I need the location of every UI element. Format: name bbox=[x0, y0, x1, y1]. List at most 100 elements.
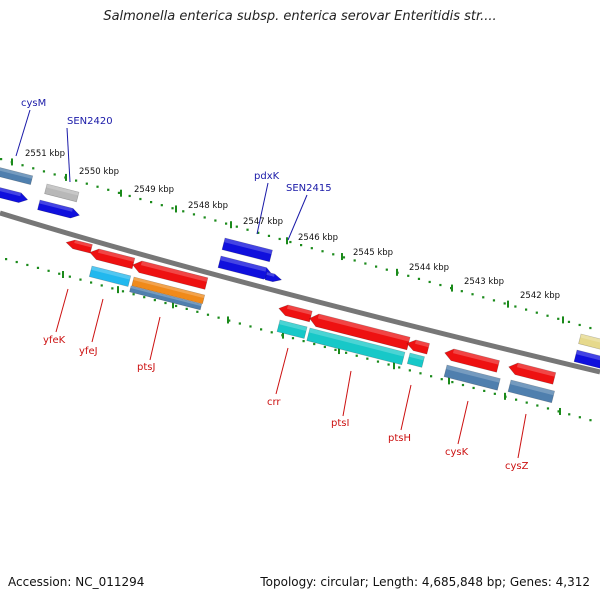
leader-SEN2415 bbox=[287, 194, 308, 241]
gene-blue-4-highlight bbox=[266, 272, 275, 277]
gene-ptsH-cyan-highlight bbox=[409, 353, 425, 361]
track-dot bbox=[334, 348, 337, 351]
track-dot bbox=[289, 240, 292, 244]
track-dot bbox=[5, 258, 8, 261]
track-dot bbox=[568, 413, 571, 416]
track-dot bbox=[249, 325, 252, 328]
track-dot bbox=[385, 268, 388, 271]
gene-cysM-blue-highlight bbox=[0, 167, 33, 179]
gene-label-cysM[interactable]: cysM bbox=[21, 98, 46, 109]
track-dot bbox=[471, 293, 474, 296]
leader-SEN2420 bbox=[66, 127, 71, 183]
gene-cysK-red-highlight bbox=[452, 349, 500, 365]
track-dot bbox=[353, 259, 356, 262]
gene-ptsH-red bbox=[406, 339, 430, 355]
gene-label-yfeJ[interactable]: yfeJ bbox=[79, 346, 98, 357]
track-dot bbox=[578, 323, 581, 327]
gene-features bbox=[0, 167, 600, 404]
track-dot bbox=[419, 372, 422, 375]
track-dot bbox=[557, 410, 560, 413]
track-dot bbox=[440, 378, 443, 381]
track-dot bbox=[96, 185, 99, 188]
track-dot bbox=[546, 314, 549, 317]
track-dot bbox=[310, 247, 313, 250]
track-dot bbox=[32, 167, 35, 170]
track-dot bbox=[206, 313, 210, 316]
gene-label-ptsH[interactable]: ptsH bbox=[388, 433, 411, 444]
leader-crr bbox=[275, 347, 289, 395]
gene-crr-red-highlight bbox=[287, 305, 313, 315]
track-dot bbox=[375, 265, 378, 268]
ruler-label: 2551 kbp bbox=[25, 149, 65, 159]
gene-label-cysZ[interactable]: cysZ bbox=[505, 461, 529, 472]
track-ticks bbox=[11, 158, 564, 415]
track-dot bbox=[85, 182, 88, 185]
track-dot bbox=[160, 204, 163, 207]
gene-blue-5 bbox=[573, 349, 600, 369]
gene-cysK-steel-highlight bbox=[445, 365, 501, 383]
gene-label-SEN2420[interactable]: SEN2420 bbox=[67, 116, 113, 127]
topology-text: Topology: circular; Length: 4,685,848 bp… bbox=[260, 575, 590, 589]
gene-label-SEN2415[interactable]: SEN2415 bbox=[286, 183, 332, 194]
gene-label-ptsI[interactable]: ptsI bbox=[331, 418, 349, 429]
track-dot bbox=[107, 188, 110, 191]
leader-cysK bbox=[457, 400, 469, 445]
track-dot bbox=[525, 401, 528, 404]
track-dot bbox=[355, 354, 358, 357]
track-dot bbox=[417, 277, 421, 280]
track-dot bbox=[192, 213, 196, 216]
gene-ptsH-red-highlight bbox=[415, 340, 430, 348]
track-dot bbox=[260, 328, 263, 331]
gene-ptsH-cyan bbox=[406, 352, 425, 368]
track-dot bbox=[128, 194, 131, 198]
gene-blue-5-highlight bbox=[575, 350, 600, 361]
gene-ptsJ-orange-highlight bbox=[133, 277, 205, 299]
track-dot bbox=[557, 317, 560, 320]
gene-label-ptsJ[interactable]: ptsJ bbox=[137, 362, 155, 373]
gene-yfeJ-cyan bbox=[88, 265, 132, 287]
genome-title: Salmonella enterica subsp. enterica sero… bbox=[103, 9, 497, 24]
gene-label-cysK[interactable]: cysK bbox=[445, 447, 469, 458]
track-dot bbox=[482, 296, 485, 299]
gene-label-pdxK[interactable]: pdxK bbox=[254, 171, 280, 182]
track-dot bbox=[472, 386, 475, 390]
track-dot bbox=[492, 299, 496, 302]
ruler-label: 2543 kbp bbox=[464, 277, 504, 287]
track-dot bbox=[79, 278, 82, 281]
track-dot bbox=[398, 366, 401, 369]
gene-cysZ-red bbox=[508, 362, 557, 385]
track-dot bbox=[111, 287, 114, 290]
track-dot bbox=[100, 284, 103, 287]
track-dot bbox=[525, 308, 528, 311]
track-dot bbox=[257, 231, 260, 234]
gene-blue-1 bbox=[0, 187, 29, 203]
ruler-label: 2546 kbp bbox=[298, 233, 338, 243]
gene-label-crr[interactable]: crr bbox=[267, 397, 281, 408]
gene-crr-red bbox=[278, 304, 313, 323]
track-dot bbox=[117, 191, 121, 194]
track-dot bbox=[461, 383, 465, 387]
track-dot bbox=[515, 398, 518, 401]
track-dot bbox=[171, 207, 174, 210]
leader-yfeJ bbox=[91, 298, 104, 343]
track-dot bbox=[217, 316, 220, 319]
track-dot bbox=[235, 225, 238, 228]
track-dot bbox=[493, 392, 496, 395]
track-dot bbox=[139, 197, 142, 201]
gene-label-yfeK[interactable]: yfeK bbox=[43, 335, 66, 346]
leader-ptsI bbox=[342, 370, 352, 417]
gene-ptsI-cyan-highlight bbox=[308, 328, 405, 357]
track-dot bbox=[121, 290, 125, 293]
gene-label-lines bbox=[15, 109, 527, 459]
top-gene-labels: cysM SEN2420 pdxK SEN2415 bbox=[21, 98, 332, 194]
gene-ptsJ-red bbox=[132, 260, 209, 290]
track-dot bbox=[182, 210, 185, 213]
gene-cysK-red bbox=[444, 348, 500, 373]
ruler-label: 2549 kbp bbox=[134, 185, 174, 195]
track-dot bbox=[364, 262, 367, 265]
track-dot bbox=[345, 351, 348, 354]
gene-SEN2420-grey bbox=[44, 183, 80, 203]
gene-blue-4 bbox=[264, 271, 283, 283]
track-dot bbox=[366, 357, 369, 360]
